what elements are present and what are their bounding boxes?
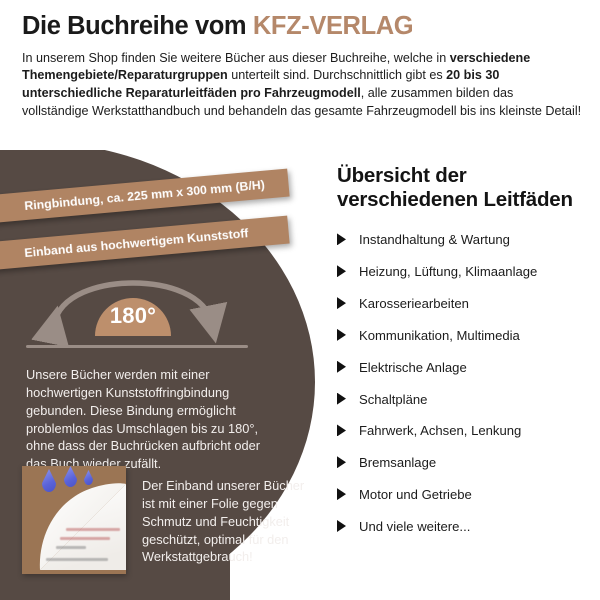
- overview-title: Übersicht der verschiedenen Leitfäden: [337, 164, 573, 212]
- thumbnail-text-lines: [46, 528, 120, 568]
- intro-paragraph: In unserem Shop finden Sie weitere Büche…: [22, 50, 582, 119]
- list-item-label: Elektrische Anlage: [359, 359, 467, 375]
- list-item-label: Motor und Getriebe: [359, 487, 472, 503]
- list-item-label: Kommunikation, Multimedia: [359, 327, 520, 343]
- page-title-brand: KFZ-VERLAG: [252, 12, 414, 40]
- list-item[interactable]: Fahrwerk, Achsen, Lenkung: [337, 423, 595, 438]
- list-item-label: Fahrwerk, Achsen, Lenkung: [359, 423, 522, 439]
- list-item-label: Instandhaltung & Wartung: [359, 232, 510, 248]
- triangle-right-icon: [337, 328, 346, 341]
- triangle-right-icon: [337, 360, 346, 373]
- triangle-right-icon: [337, 233, 346, 246]
- header-block: Die Buchreihe vom KFZ-VERLAG In unserem …: [0, 0, 600, 121]
- triangle-right-icon: [337, 392, 346, 405]
- list-item-label: Heizung, Lüftung, Klimaanlage: [359, 264, 538, 280]
- baseline-divider: [26, 345, 248, 348]
- list-item[interactable]: Motor und Getriebe: [337, 487, 595, 502]
- triangle-right-icon: [337, 519, 346, 532]
- triangle-right-icon: [337, 265, 346, 278]
- list-item-label: Bremsanlage: [359, 455, 437, 471]
- rotate-180-arrow-icon: [31, 280, 228, 346]
- page-peel-thumbnail: [22, 466, 126, 574]
- page-title: Die Buchreihe vom KFZ-VERLAG: [22, 12, 582, 41]
- list-item[interactable]: Elektrische Anlage: [337, 360, 595, 375]
- overview-column: Übersicht der verschiedenen Leitfäden In…: [337, 164, 595, 551]
- degree-label: 180°: [109, 303, 157, 328]
- triangle-right-icon: [337, 456, 346, 469]
- list-item-label: Und viele weitere...: [359, 518, 471, 534]
- list-item[interactable]: Karosseriearbeiten: [337, 296, 595, 311]
- triangle-right-icon: [337, 424, 346, 437]
- list-item[interactable]: Heizung, Lüftung, Klimaanlage: [337, 264, 595, 279]
- list-item[interactable]: Instandhaltung & Wartung: [337, 232, 595, 247]
- water-droplet-icon: [84, 470, 93, 485]
- list-item[interactable]: Und viele weitere...: [337, 519, 595, 534]
- list-item-label: Schaltpläne: [359, 391, 428, 407]
- foil-feature-block: Der Einband unserer Bücher ist mit einer…: [22, 466, 312, 586]
- triangle-right-icon: [337, 297, 346, 310]
- page-title-main: Die Buchreihe vom: [22, 12, 253, 40]
- list-item[interactable]: Kommunikation, Multimedia: [337, 328, 595, 343]
- foil-description: Der Einband unserer Bücher ist mit einer…: [142, 477, 305, 565]
- triangle-right-icon: [337, 488, 346, 501]
- rotation-180-graphic: 180°: [26, 278, 240, 346]
- list-item[interactable]: Schaltpläne: [337, 392, 595, 407]
- list-item-label: Karosseriearbeiten: [359, 296, 469, 312]
- binding-description: Unsere Bücher werden mit einer hochwerti…: [26, 366, 261, 472]
- overview-topic-list: Instandhaltung & Wartung Heizung, Lüftung…: [337, 232, 595, 534]
- list-item[interactable]: Bremsanlage: [337, 455, 595, 470]
